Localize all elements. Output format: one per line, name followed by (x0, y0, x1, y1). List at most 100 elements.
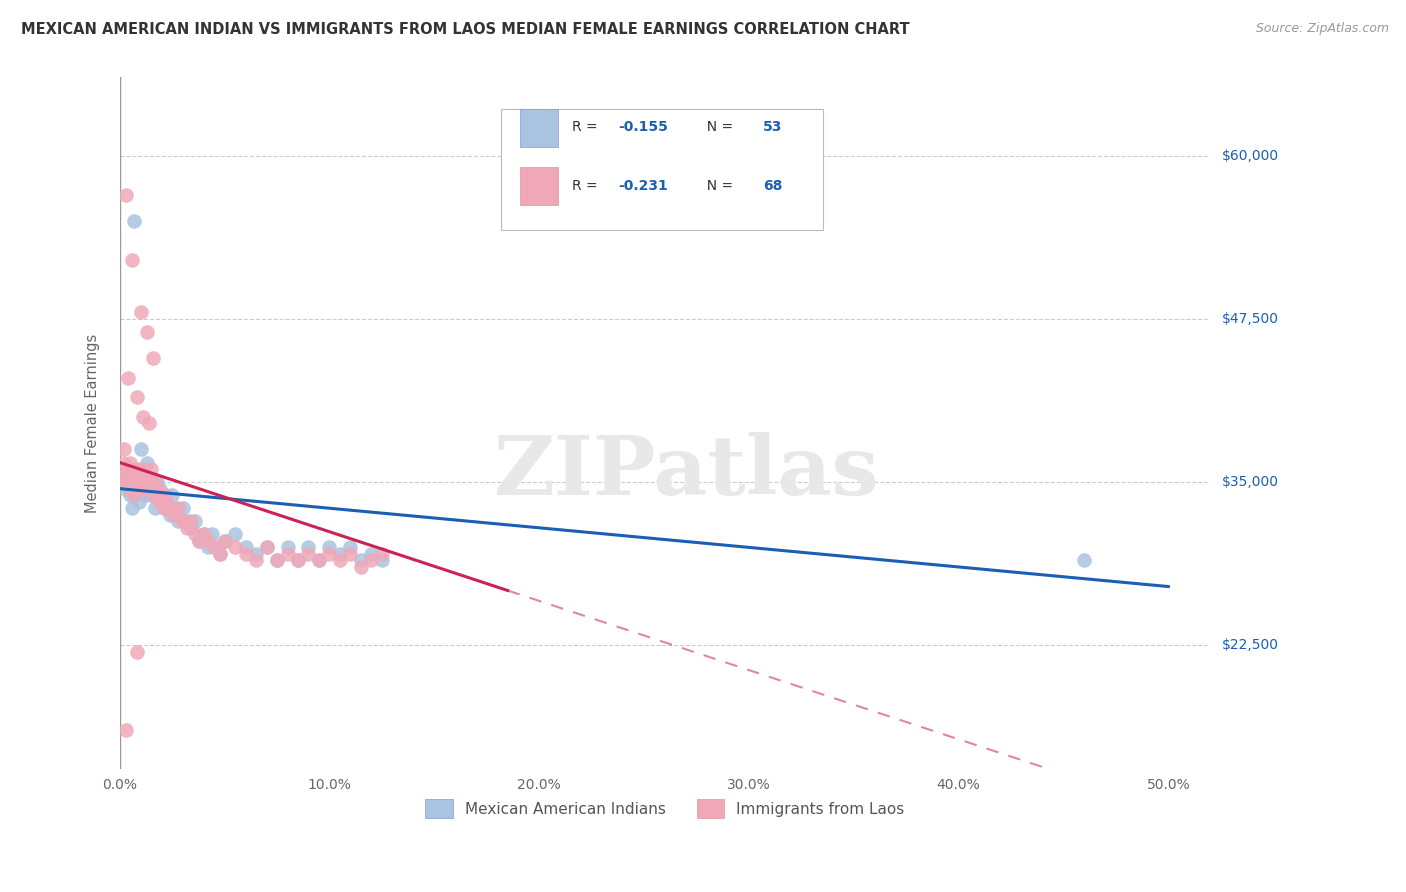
Point (287, 553, 309, 567)
Point (160, 501, 183, 516)
Point (150, 488, 173, 502)
Point (172, 514, 194, 528)
Point (125, 462, 148, 476)
Point (188, 533, 211, 548)
Point (224, 541, 246, 555)
Text: -0.231: -0.231 (619, 179, 668, 193)
Text: N =: N = (697, 120, 737, 135)
Point (329, 547, 352, 561)
Point (115, 723, 138, 738)
Point (146, 482, 169, 496)
Point (129, 475, 152, 489)
Point (329, 553, 352, 567)
Point (197, 533, 219, 548)
Point (245, 553, 267, 567)
Point (371, 553, 394, 567)
Point (141, 462, 163, 476)
Point (256, 541, 278, 555)
Point (150, 488, 173, 502)
Point (149, 494, 172, 508)
Point (167, 501, 190, 516)
Point (235, 541, 257, 555)
Point (132, 409, 155, 424)
Point (117, 468, 139, 483)
Text: $22,500: $22,500 (1222, 639, 1278, 652)
Point (155, 494, 177, 508)
Point (184, 527, 207, 541)
Text: 53: 53 (763, 120, 783, 135)
Point (125, 645, 148, 659)
Point (155, 501, 177, 516)
Point (209, 547, 232, 561)
Point (224, 527, 246, 541)
Point (193, 527, 215, 541)
Point (339, 541, 361, 555)
Point (184, 514, 207, 528)
Point (214, 533, 236, 548)
Point (172, 514, 194, 528)
Point (159, 501, 181, 516)
Point (318, 547, 340, 561)
Point (214, 533, 236, 548)
Point (125, 390, 148, 404)
Point (163, 508, 186, 522)
Point (163, 501, 186, 516)
Point (201, 527, 224, 541)
Point (136, 325, 159, 339)
Y-axis label: Median Female Earnings: Median Female Earnings (86, 334, 100, 513)
Point (167, 514, 190, 528)
Point (146, 482, 169, 496)
Point (180, 521, 202, 535)
Point (297, 541, 319, 555)
Point (245, 547, 267, 561)
Point (129, 442, 152, 457)
Point (197, 541, 219, 555)
Point (149, 482, 172, 496)
FancyBboxPatch shape (520, 109, 558, 146)
Point (117, 370, 139, 384)
Point (287, 553, 309, 567)
Text: N =: N = (697, 179, 737, 193)
Point (120, 488, 142, 502)
Text: $47,500: $47,500 (1222, 312, 1278, 326)
Point (142, 488, 165, 502)
Point (141, 488, 163, 502)
Point (155, 488, 177, 502)
Point (129, 305, 152, 319)
Point (202, 541, 225, 555)
Point (136, 456, 159, 470)
Point (138, 475, 160, 489)
Point (276, 541, 298, 555)
Point (176, 521, 198, 535)
Point (128, 482, 150, 496)
Point (205, 541, 228, 555)
Point (124, 462, 146, 476)
Point (121, 501, 143, 516)
Text: MEXICAN AMERICAN INDIAN VS IMMIGRANTS FROM LAOS MEDIAN FEMALE EARNINGS CORRELATI: MEXICAN AMERICAN INDIAN VS IMMIGRANTS FR… (21, 22, 910, 37)
Point (112, 442, 135, 457)
Point (160, 488, 183, 502)
Point (132, 462, 155, 476)
Point (112, 456, 135, 470)
Point (297, 547, 319, 561)
Point (350, 553, 373, 567)
FancyBboxPatch shape (520, 168, 558, 205)
FancyBboxPatch shape (502, 109, 823, 229)
Point (1073, 553, 1095, 567)
Text: -0.155: -0.155 (619, 120, 668, 135)
Point (142, 475, 165, 489)
Point (138, 417, 160, 431)
Point (138, 475, 160, 489)
Point (172, 501, 194, 516)
Point (360, 553, 382, 567)
Point (115, 188, 138, 202)
Point (128, 494, 150, 508)
Point (117, 462, 139, 476)
Point (180, 514, 202, 528)
Point (159, 508, 181, 522)
Point (132, 468, 155, 483)
Point (112, 475, 135, 489)
Point (266, 553, 288, 567)
Point (360, 547, 382, 561)
Point (134, 488, 156, 502)
